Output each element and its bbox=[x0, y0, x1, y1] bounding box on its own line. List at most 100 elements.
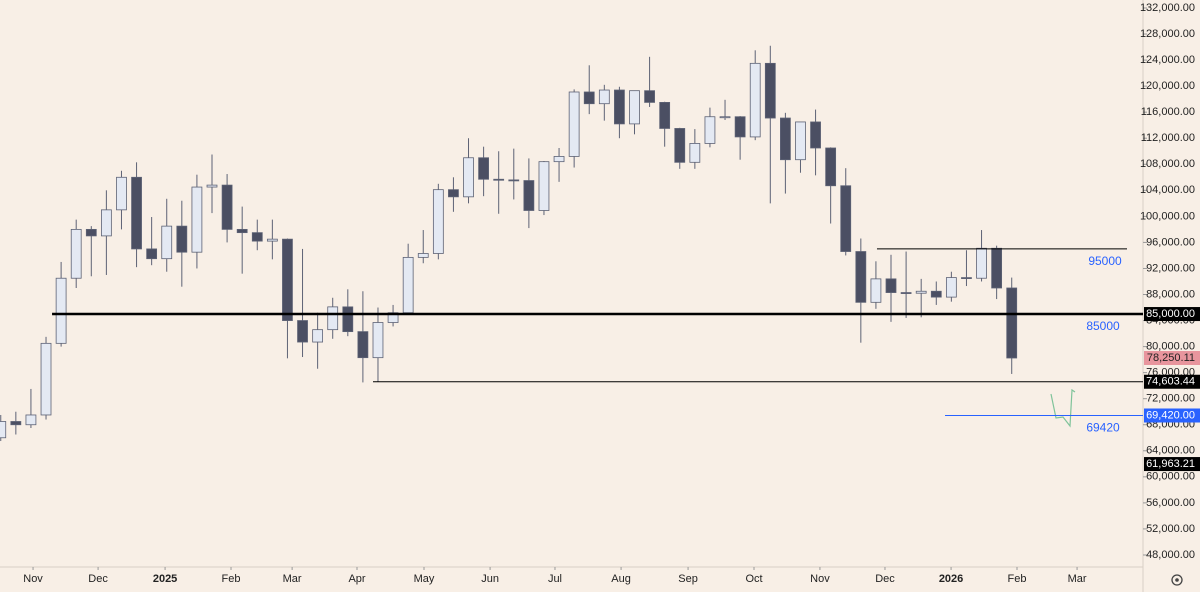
candle-body bbox=[10, 421, 22, 426]
candle-body bbox=[538, 161, 550, 211]
candle-body bbox=[508, 179, 520, 182]
level-axis-label: 69,420.00 bbox=[1146, 409, 1195, 421]
x-tick-label: Oct bbox=[745, 573, 762, 585]
candle-body bbox=[266, 238, 278, 242]
y-tick-label: 72,000.00 bbox=[1146, 393, 1195, 405]
candle-body bbox=[598, 89, 610, 105]
candle-body bbox=[493, 178, 505, 181]
candle-body bbox=[900, 292, 912, 294]
candle-body bbox=[206, 184, 218, 188]
x-tick-label: Mar bbox=[283, 573, 302, 585]
candle-body bbox=[327, 306, 339, 331]
candle-body bbox=[146, 248, 158, 260]
candle-body bbox=[463, 157, 474, 198]
candle-body bbox=[70, 228, 82, 279]
candle-body bbox=[825, 147, 837, 187]
candle-body bbox=[1006, 287, 1018, 359]
y-tick-label: 88,000.00 bbox=[1146, 288, 1195, 300]
candle-body bbox=[734, 116, 746, 138]
candle-body bbox=[100, 209, 112, 237]
candle-body bbox=[614, 89, 625, 125]
level-axis-label: 74,603.44 bbox=[1146, 376, 1195, 388]
candle-body bbox=[810, 121, 821, 149]
x-tick-label: Jul bbox=[548, 573, 562, 585]
x-tick-label: Mar bbox=[1068, 573, 1087, 585]
candle-body bbox=[55, 277, 67, 344]
candle-body bbox=[342, 306, 354, 333]
level-text: 95000 bbox=[1088, 254, 1122, 268]
x-tick-label: Feb bbox=[222, 573, 241, 585]
level-axis-box bbox=[1144, 307, 1200, 322]
settings-dot bbox=[1175, 578, 1179, 582]
y-tick-label: 112,000.00 bbox=[1141, 132, 1195, 144]
y-tick-label: 60,000.00 bbox=[1146, 471, 1195, 483]
candle-body bbox=[976, 247, 987, 279]
candle-body bbox=[915, 290, 927, 294]
candle-body bbox=[780, 117, 791, 161]
y-tick-label: 124,000.00 bbox=[1140, 54, 1195, 66]
candle-body bbox=[674, 128, 686, 163]
settings-icon[interactable] bbox=[1171, 574, 1183, 586]
candle-body bbox=[659, 102, 671, 129]
projection-path bbox=[1050, 388, 1076, 428]
candle-body bbox=[885, 278, 897, 293]
y-tick-label: 64,000.00 bbox=[1146, 445, 1195, 457]
y-tick-label: 52,000.00 bbox=[1146, 523, 1195, 535]
candle-body bbox=[448, 189, 459, 198]
candle-body bbox=[795, 121, 806, 161]
candle-body bbox=[840, 185, 852, 252]
candle-body bbox=[85, 228, 97, 237]
x-tick-label: Dec bbox=[875, 573, 895, 585]
candle-body bbox=[568, 91, 580, 157]
candle-body bbox=[478, 157, 489, 180]
y-tick-label: 92,000.00 bbox=[1146, 262, 1195, 274]
x-tick-label: Jun bbox=[481, 573, 499, 585]
candle-body bbox=[523, 180, 535, 211]
candle-body bbox=[930, 290, 942, 298]
y-tick-label: 132,000.00 bbox=[1140, 2, 1195, 14]
candle-body bbox=[432, 189, 444, 254]
candle-body bbox=[282, 238, 293, 321]
candle-body bbox=[583, 91, 595, 105]
candle-body bbox=[644, 90, 655, 103]
level-text: 69420 bbox=[1086, 421, 1120, 435]
candle-body bbox=[161, 225, 173, 260]
candle-body bbox=[131, 176, 142, 250]
price-label: 61,963.21 bbox=[1146, 458, 1195, 470]
candle-body bbox=[40, 342, 52, 416]
x-tick-label: Apr bbox=[348, 573, 365, 585]
candle-body bbox=[870, 278, 882, 303]
x-tick-label: 2026 bbox=[939, 573, 963, 585]
candle-body bbox=[221, 184, 233, 230]
candle-body bbox=[25, 414, 37, 426]
y-tick-label: 120,000.00 bbox=[1140, 80, 1195, 92]
candle-body bbox=[961, 277, 972, 279]
level-axis-box bbox=[1144, 374, 1200, 389]
x-tick-label: Sep bbox=[678, 573, 698, 585]
candle-body bbox=[312, 329, 324, 343]
x-tick-label: Dec bbox=[88, 573, 108, 585]
candle-body bbox=[704, 116, 716, 144]
settings-ring bbox=[1171, 574, 1183, 586]
candle-body bbox=[945, 277, 957, 298]
y-tick-label: 96,000.00 bbox=[1146, 236, 1195, 248]
level-axis-label: 85,000.00 bbox=[1146, 308, 1195, 320]
y-tick-label: 116,000.00 bbox=[1141, 106, 1195, 118]
price-label-box bbox=[1144, 350, 1200, 365]
candle-body bbox=[116, 176, 127, 211]
candle-body bbox=[719, 116, 731, 119]
y-tick-label: 48,000.00 bbox=[1146, 549, 1195, 561]
candle-body bbox=[357, 331, 369, 359]
candle-body bbox=[0, 421, 7, 439]
candle-body bbox=[629, 90, 640, 125]
x-tick-label: Nov bbox=[23, 573, 43, 585]
y-tick-label: 108,000.00 bbox=[1140, 158, 1195, 170]
candle-body bbox=[553, 156, 565, 163]
candle-body bbox=[372, 322, 384, 359]
candle-body bbox=[402, 256, 414, 314]
candle-body bbox=[417, 253, 429, 258]
x-tick-label: May bbox=[414, 573, 435, 585]
y-tick-label: 100,000.00 bbox=[1140, 210, 1195, 222]
